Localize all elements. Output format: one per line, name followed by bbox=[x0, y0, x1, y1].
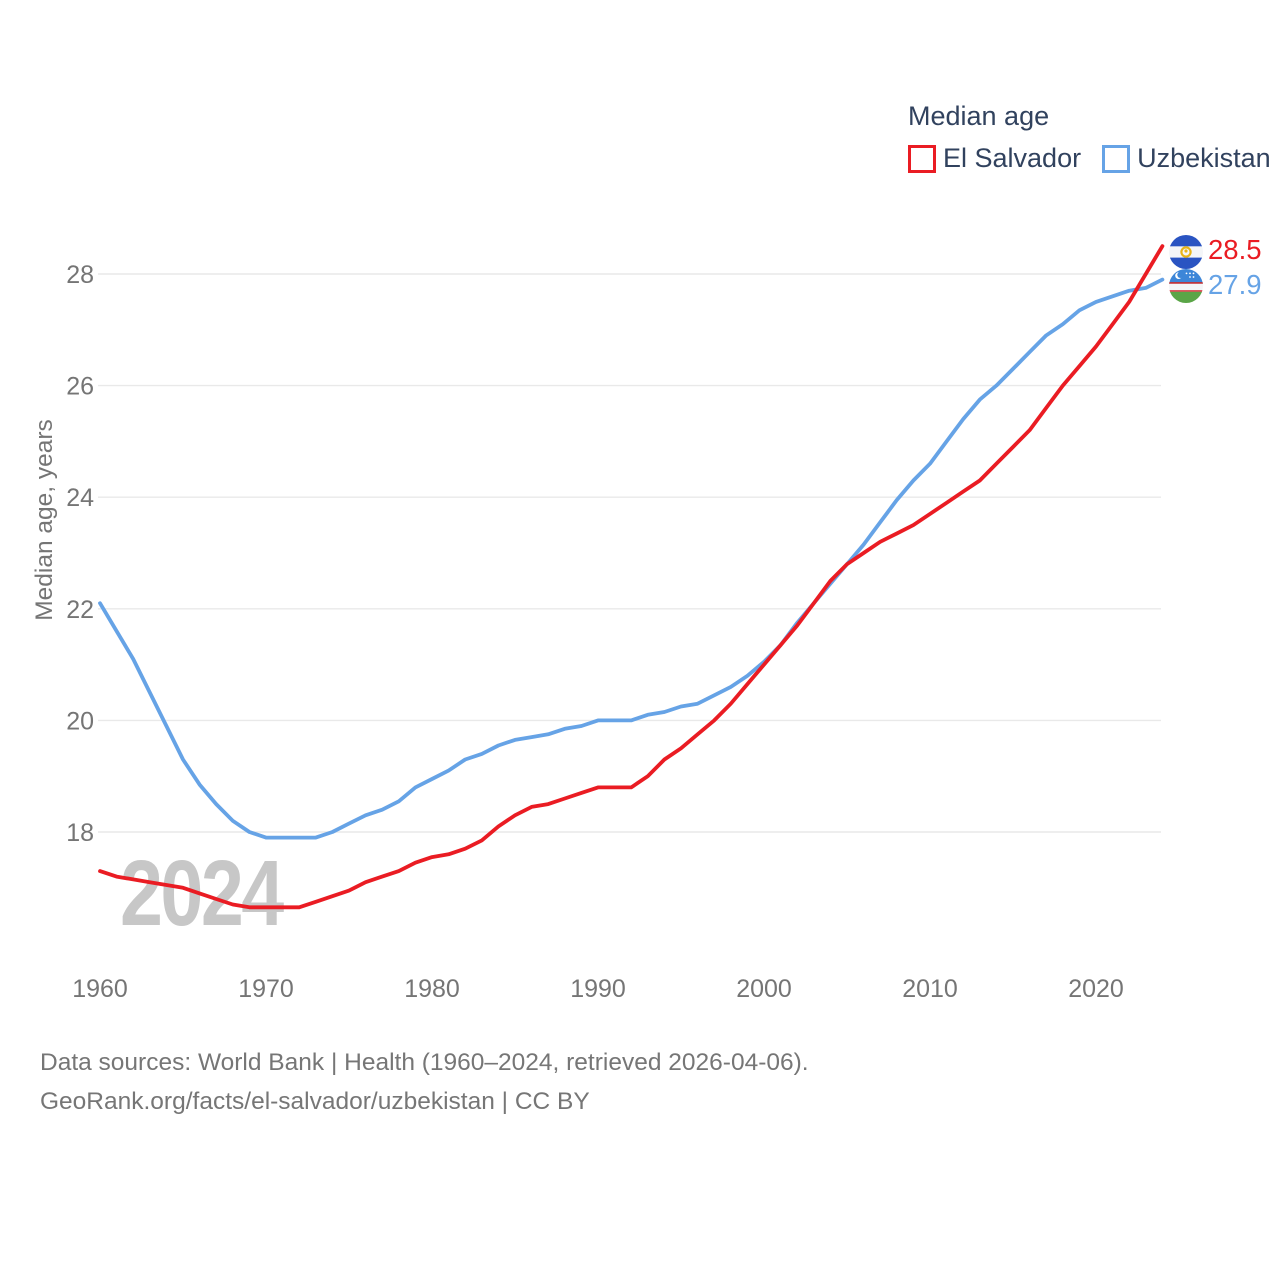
legend-item-el-salvador[interactable]: El Salvador bbox=[908, 143, 1081, 174]
x-axis-ticks: 1960 1970 1980 1990 2000 2010 2020 bbox=[72, 975, 1124, 1003]
data-sources-text: Data sources: World Bank | Health (1960–… bbox=[40, 1049, 809, 1076]
x-tick-label: 2000 bbox=[736, 975, 792, 1003]
x-tick-label: 1990 bbox=[570, 975, 626, 1003]
x-tick-label: 2010 bbox=[902, 975, 958, 1003]
el-salvador-swatch-icon[interactable] bbox=[908, 144, 936, 173]
uzbekistan-flag-icon bbox=[1169, 269, 1203, 303]
y-tick-label: 26 bbox=[66, 373, 94, 401]
y-tick-label: 28 bbox=[66, 261, 94, 289]
x-tick-label: 1970 bbox=[238, 975, 294, 1003]
uzbekistan-swatch-icon[interactable] bbox=[1102, 144, 1131, 173]
gridlines bbox=[98, 273, 1161, 833]
el-salvador-line bbox=[98, 244, 1165, 910]
y-axis-ticks: 18 20 22 24 26 28 bbox=[66, 261, 94, 847]
x-tick-label: 1980 bbox=[404, 975, 460, 1003]
y-tick-label: 24 bbox=[66, 484, 94, 512]
uzbekistan-line bbox=[98, 277, 1165, 840]
y-tick-label: 18 bbox=[66, 819, 94, 847]
legend-label-uzbekistan[interactable]: Uzbekistan bbox=[1137, 143, 1271, 173]
x-tick-label: 1960 bbox=[72, 975, 128, 1003]
attribution-link[interactable]: GeoRank.org/facts/el-salvador/uzbekistan… bbox=[40, 1088, 590, 1115]
el-salvador-end-value: 28.5 bbox=[1208, 234, 1262, 265]
footer: Data sources: World Bank | Health (1960–… bbox=[40, 1043, 809, 1121]
legend-title: Median age bbox=[908, 101, 1050, 131]
legend-row: El Salvador Uzbekistan bbox=[908, 143, 1271, 174]
uzbekistan-end-value: 27.9 bbox=[1208, 269, 1262, 300]
y-tick-label: 20 bbox=[66, 707, 94, 735]
y-axis-title: Median age, years bbox=[31, 419, 58, 621]
y-tick-label: 22 bbox=[66, 596, 94, 624]
el-salvador-flag-icon bbox=[1169, 235, 1203, 269]
legend: Median age El Salvador Uzbekistan bbox=[908, 101, 1271, 174]
legend-label-el-salvador[interactable]: El Salvador bbox=[943, 143, 1082, 173]
x-tick-label: 2020 bbox=[1068, 975, 1124, 1003]
legend-item-uzbekistan[interactable]: Uzbekistan bbox=[1102, 143, 1271, 174]
